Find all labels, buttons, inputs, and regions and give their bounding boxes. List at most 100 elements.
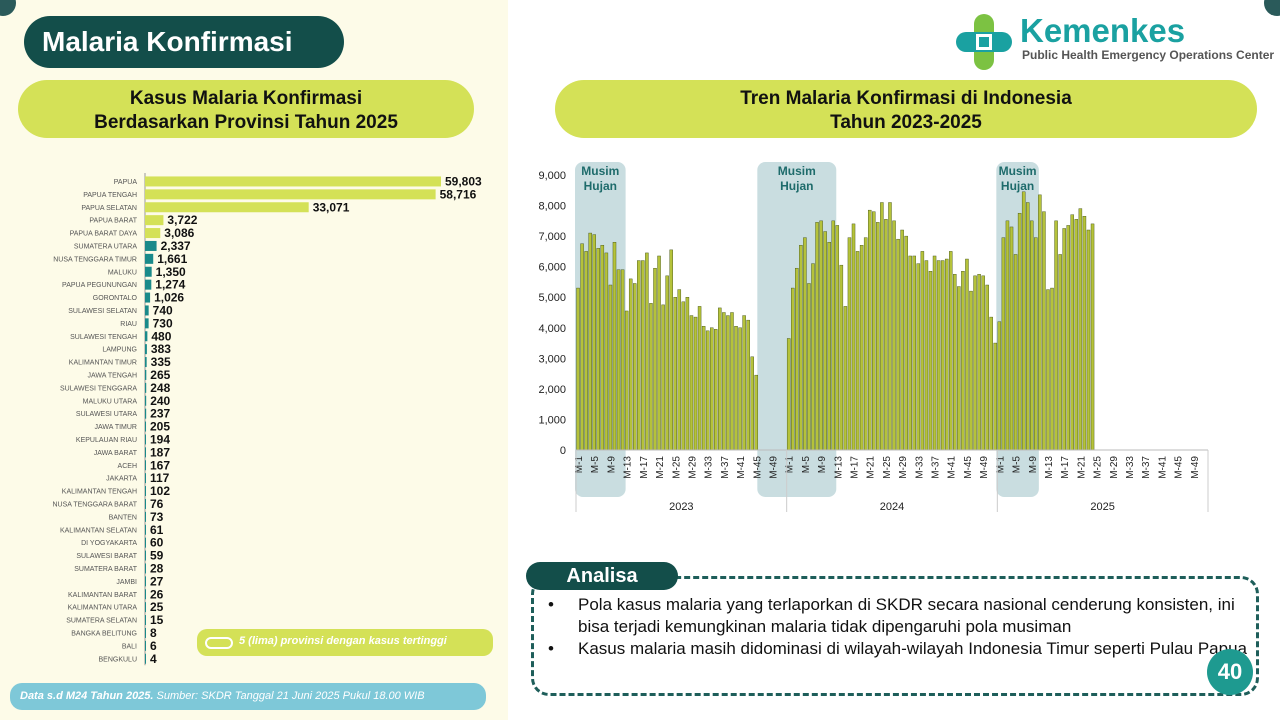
- province-label: NUSA TENGGARA TIMUR: [53, 256, 137, 263]
- province-value-label: 3,722: [167, 213, 197, 227]
- week-bar: [588, 232, 592, 451]
- y-tick-label: 6,000: [538, 262, 566, 274]
- x-tick-label: M-29: [1109, 456, 1120, 479]
- week-bar: [993, 342, 998, 451]
- week-bar: [835, 225, 840, 451]
- trend-chart-title-line2: Tahun 2023-2025: [830, 112, 982, 133]
- province-bar: [145, 576, 146, 587]
- province-label: JAKARTA: [106, 476, 137, 483]
- analysis-box: [531, 576, 1259, 696]
- province-bar: [145, 434, 146, 445]
- rainy-season-label: Musim: [999, 164, 1037, 178]
- province-value-label: 76: [150, 497, 164, 511]
- province-bar: [145, 550, 146, 561]
- week-bar: [693, 316, 698, 451]
- province-bar: [145, 486, 146, 497]
- province-value-label: 26: [150, 587, 164, 601]
- week-bar: [661, 304, 665, 451]
- province-label: SUMATERA SELATAN: [66, 618, 137, 625]
- rainy-season-label: Musim: [581, 164, 619, 178]
- week-bar: [932, 255, 937, 451]
- week-bar: [750, 356, 754, 451]
- y-tick-label: 2,000: [538, 384, 566, 396]
- week-bar: [620, 269, 625, 451]
- week-bar: [1005, 220, 1010, 451]
- week-bar: [608, 284, 613, 451]
- week-bar: [981, 275, 985, 451]
- x-tick-label: M-29: [687, 456, 698, 479]
- x-tick-label: M-45: [963, 456, 974, 479]
- province-value-label: 59,803: [445, 174, 482, 188]
- x-tick-label: M-29: [898, 456, 909, 479]
- x-tick-label: M-33: [704, 456, 715, 479]
- week-bar: [827, 242, 831, 451]
- analysis-bullet: Pola kasus malaria yang terlaporkan di S…: [548, 594, 1248, 638]
- province-bar: [145, 602, 146, 613]
- province-value-label: 480: [151, 329, 171, 343]
- week-bar: [718, 307, 722, 451]
- x-tick-label: M-49: [979, 456, 990, 479]
- province-label: LAMPUNG: [102, 347, 137, 354]
- y-tick-label: 4,000: [538, 323, 566, 335]
- province-value-label: 59: [150, 549, 164, 563]
- province-value-label: 740: [153, 303, 173, 317]
- week-bar: [920, 251, 925, 451]
- week-bar: [795, 267, 799, 451]
- week-bar: [685, 297, 690, 451]
- province-value-label: 383: [151, 342, 171, 356]
- rainy-season-label: Musim: [778, 164, 816, 178]
- x-tick-label: M-49: [768, 456, 779, 479]
- province-label: SULAWESI TENGGARA: [60, 385, 137, 392]
- week-bar: [908, 255, 912, 451]
- source-text: Sumber: SKDR Tanggal 21 Juni 2025 Pukul …: [153, 690, 425, 702]
- week-bar: [669, 249, 673, 451]
- x-tick-label: M-9: [606, 456, 617, 474]
- data-source-note: Data s.d M24 Tahun 2025. Sumber: SKDR Ta…: [10, 683, 486, 710]
- x-tick-label: M-33: [914, 456, 925, 479]
- week-bar: [961, 271, 965, 451]
- x-tick-label: M-17: [1060, 456, 1071, 479]
- province-value-label: 60: [150, 536, 164, 550]
- week-bar: [1013, 254, 1018, 451]
- province-label: BALI: [122, 643, 137, 650]
- province-value-label: 1,274: [155, 278, 185, 292]
- x-tick-label: M-5: [590, 456, 601, 474]
- week-bar: [576, 287, 580, 451]
- week-bar: [884, 219, 888, 451]
- week-bar: [786, 338, 791, 451]
- week-bar: [1058, 254, 1062, 451]
- top5-legend: 5 (lima) provinsi dengan kasus tertinggi: [197, 629, 493, 656]
- legend-text: 5 (lima) provinsi dengan kasus tertinggi: [239, 635, 447, 647]
- week-bar: [867, 209, 872, 451]
- x-tick-label: M-13: [623, 456, 634, 479]
- week-bar: [596, 248, 601, 451]
- week-bar: [799, 245, 803, 451]
- week-bar: [807, 283, 811, 451]
- week-bar: [924, 260, 929, 451]
- week-bar: [823, 231, 827, 451]
- week-bar: [1086, 229, 1091, 451]
- week-bar: [1042, 211, 1046, 451]
- week-bar: [1066, 225, 1070, 451]
- legend-swatch: [205, 637, 233, 649]
- week-bar: [645, 252, 649, 451]
- week-bar: [592, 234, 596, 451]
- province-label: SULAWESI SELATAN: [68, 308, 137, 315]
- week-bar: [819, 220, 823, 451]
- week-bar: [584, 251, 588, 451]
- province-label: PAPUA SELATAN: [81, 205, 137, 212]
- week-bar: [791, 287, 795, 451]
- province-label: SUMATERA UTARA: [74, 243, 137, 250]
- week-bar: [900, 229, 904, 451]
- trend-bar-chart: MusimHujanMusimHujanMusimHujan01,0002,00…: [538, 162, 1209, 513]
- x-tick-label: M-1: [995, 456, 1006, 474]
- week-bar: [957, 286, 961, 451]
- province-label: PAPUA BARAT DAYA: [70, 231, 138, 238]
- trend-chart-header: Tren Malaria Konfirmasi di Indonesia Tah…: [555, 80, 1257, 138]
- x-tick-label: M-41: [1157, 456, 1168, 479]
- province-bar: [145, 266, 152, 277]
- trend-chart-title-line1: Tren Malaria Konfirmasi di Indonesia: [740, 88, 1072, 109]
- province-value-label: 730: [153, 316, 173, 330]
- province-value-label: 237: [150, 407, 170, 421]
- week-bar: [811, 263, 815, 451]
